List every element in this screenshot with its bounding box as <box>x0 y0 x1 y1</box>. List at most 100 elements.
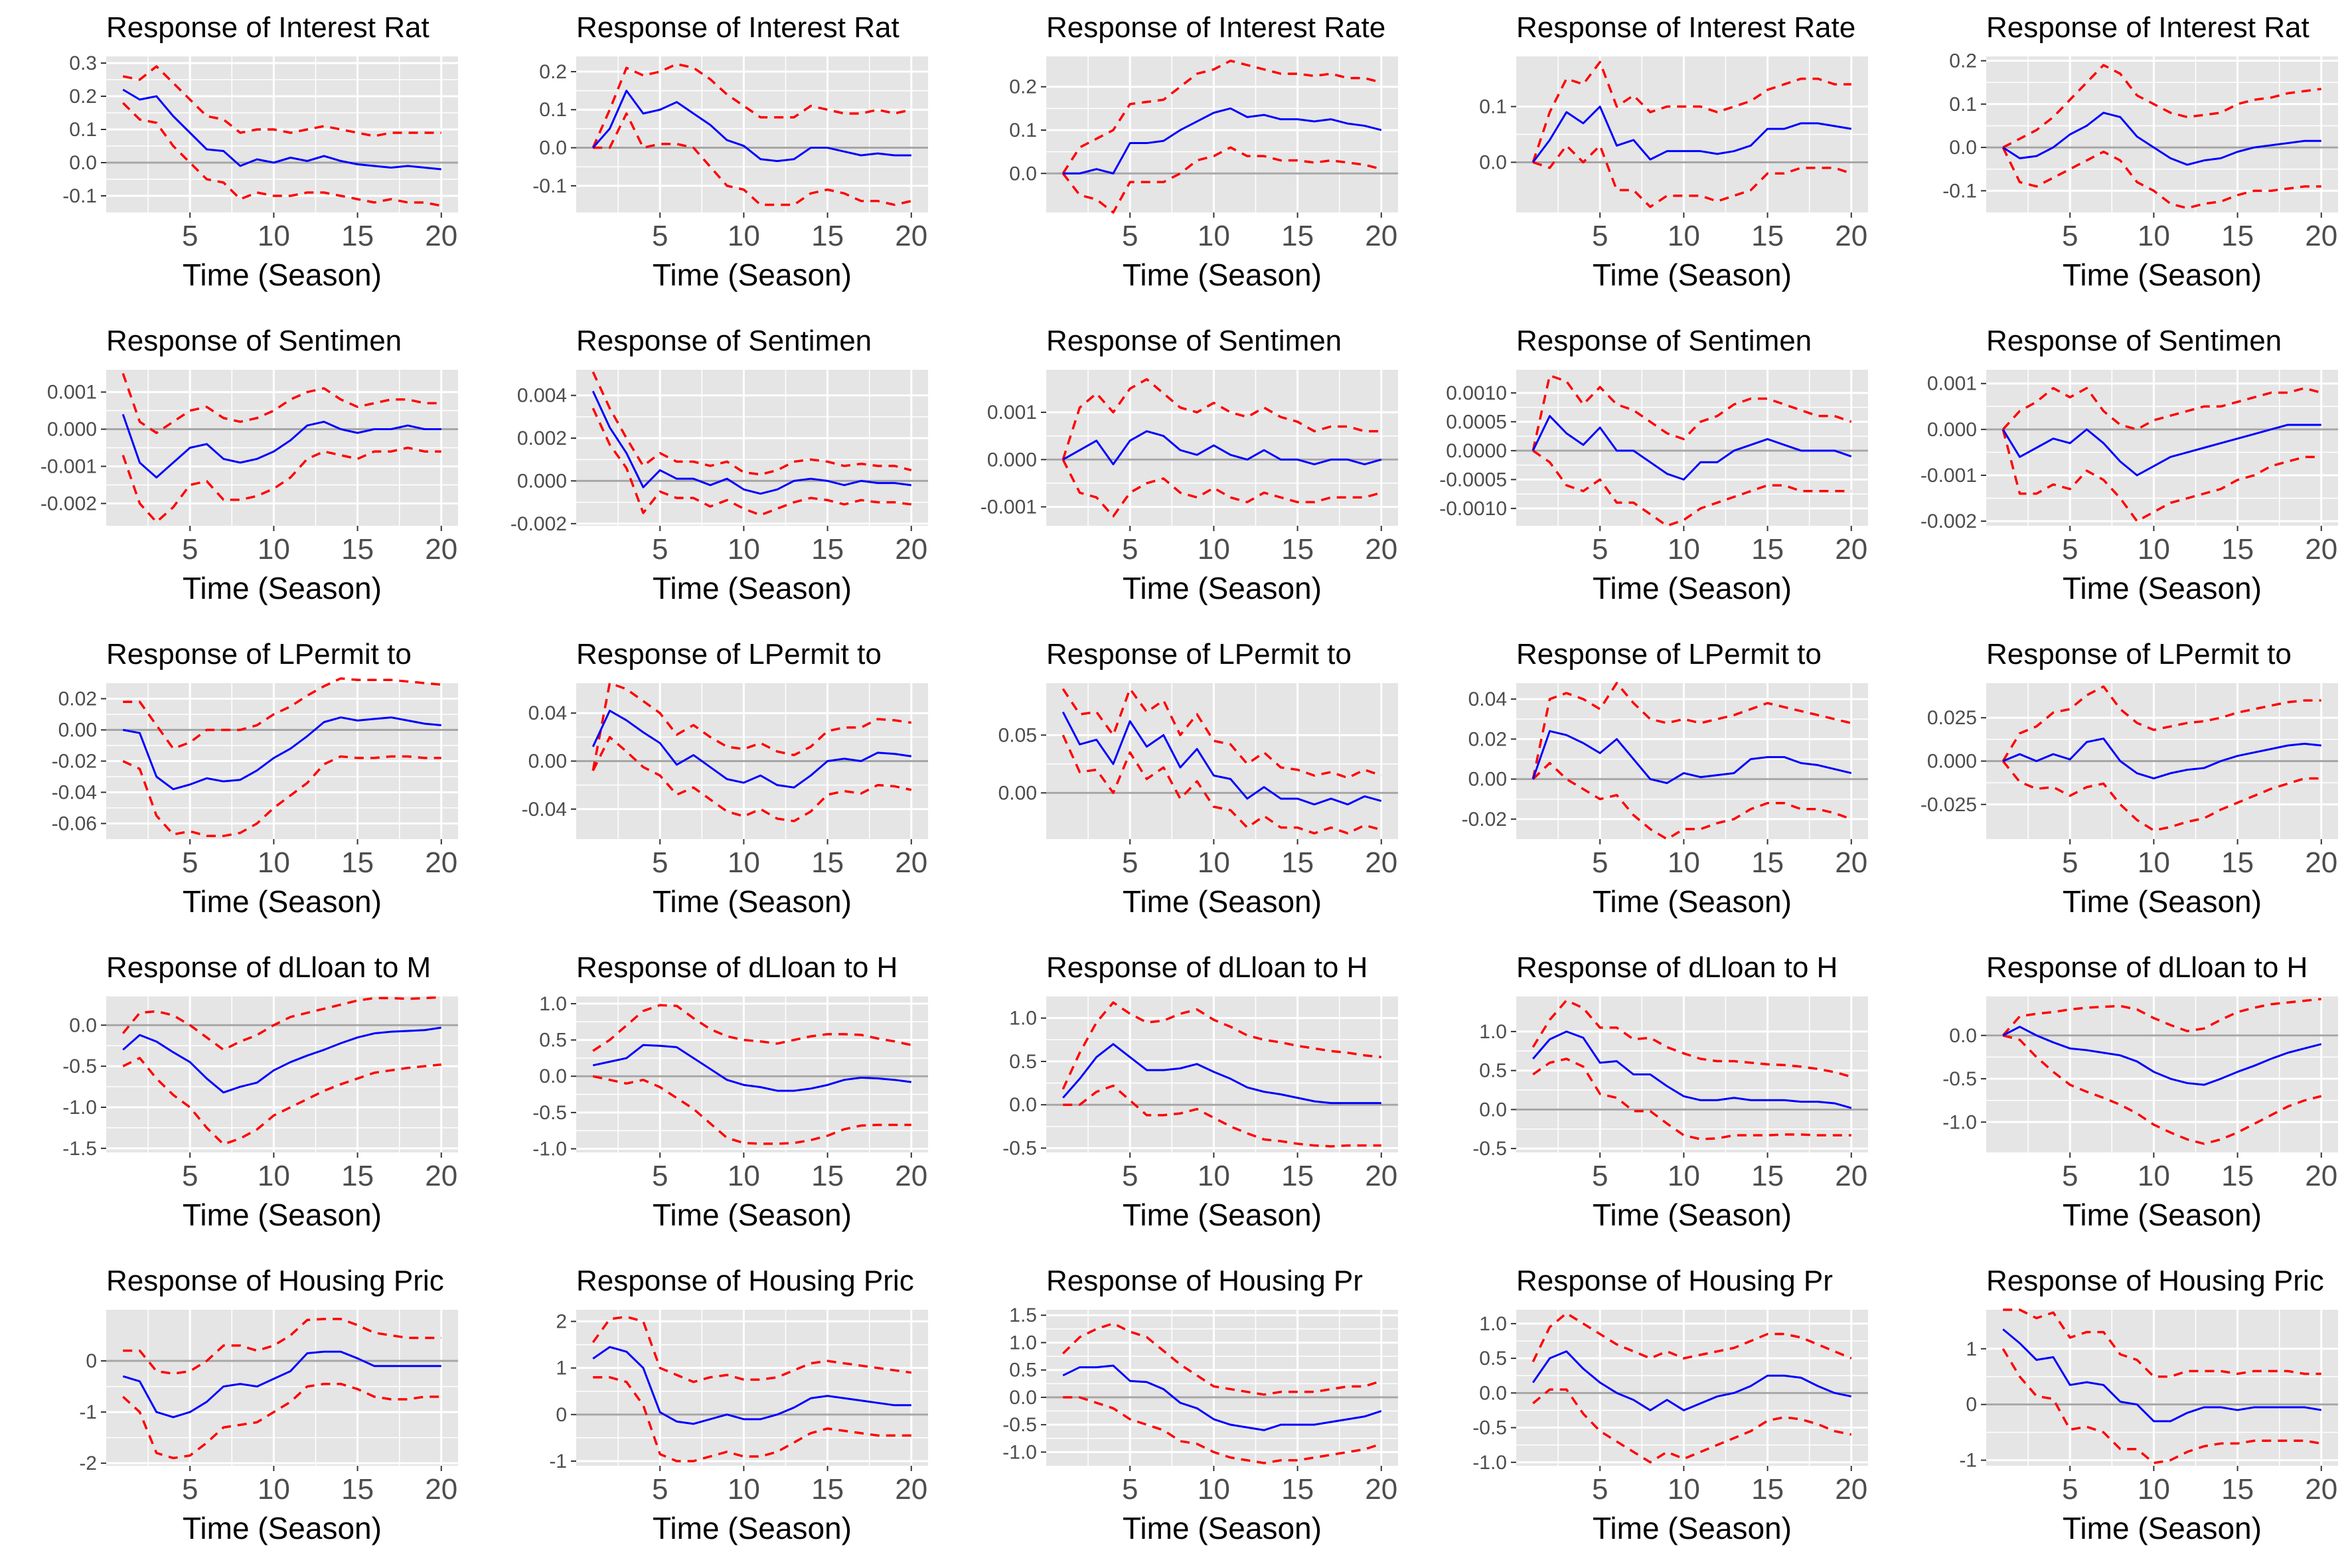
upper-band-line <box>1062 1322 1382 1396</box>
y-tick-label: 0.000 <box>47 419 97 441</box>
panel-title: Response of Housing Pr <box>1046 1265 1363 1297</box>
x-tick-label: 20 <box>895 1473 927 1506</box>
lower-band-line <box>2001 429 2321 522</box>
x-axis-label: Time (Season) <box>653 884 852 919</box>
x-tick-label: 5 <box>652 846 668 879</box>
response-line <box>1062 1043 1381 1105</box>
x-tick-label: 5 <box>2062 1160 2078 1192</box>
y-tick-label: -0.5 <box>1002 1414 1037 1436</box>
x-tick-label: 5 <box>1592 1473 1608 1506</box>
x-axis-label: Time (Season) <box>653 1511 852 1545</box>
irf-panel: Response of Housing Pr -1.0 -0.5 0.0 0.5 1.0 1… <box>940 1253 1410 1567</box>
x-tick-label: 15 <box>1751 533 1784 566</box>
y-tick-label: 0.5 <box>1479 1348 1507 1370</box>
plot-background <box>1046 56 1398 212</box>
x-tick-label: 20 <box>425 533 457 566</box>
y-tick-label: 0.0 <box>69 1014 97 1036</box>
y-tick-label: 0.2 <box>1009 76 1037 98</box>
panel-title: Response of Housing Pric <box>576 1265 914 1297</box>
panel-title: Response of Housing Pric <box>1986 1265 2324 1297</box>
panel-title: Response of Interest Rate <box>1046 11 1385 44</box>
y-tick-label: -0.1 <box>1942 180 1977 202</box>
y-tick-label: -0.5 <box>532 1102 567 1124</box>
x-axis-label: Time (Season) <box>1593 258 1792 292</box>
y-tick-label: 0.04 <box>528 702 567 724</box>
lower-band-line <box>2001 760 2321 832</box>
upper-band-line <box>2001 386 2322 431</box>
y-tick-label: 0.0 <box>69 152 97 174</box>
x-tick-label: 10 <box>1198 846 1230 879</box>
panel-title: Response of Sentimen <box>1516 325 1812 357</box>
response-line <box>1532 1030 1852 1109</box>
x-tick-label: 10 <box>1198 220 1230 252</box>
y-tick-label: -1.0 <box>1942 1111 1977 1133</box>
x-tick-label: 5 <box>1122 846 1138 879</box>
irf-panel: Response of Sentimen -0.0010 -0.0005 0.0000… <box>1410 313 1880 627</box>
upper-band-line <box>1531 374 1852 451</box>
response-line <box>2002 738 2321 780</box>
y-tick-label: -0.06 <box>52 813 97 835</box>
x-axis-label: Time (Season) <box>1593 884 1792 919</box>
x-axis-label: Time (Season) <box>183 258 382 292</box>
irf-chart: Response of Interest Rate 0.0 0.1 0.2 5 10 15 2… <box>1009 11 1398 292</box>
x-tick-label: 15 <box>811 1473 844 1506</box>
lower-band-line <box>592 1075 911 1145</box>
panel-title: Response of Sentimen <box>576 325 872 357</box>
lower-band-line <box>121 446 441 524</box>
y-tick-label: -0.001 <box>40 455 97 477</box>
irf-panel: Response of LPermit to -0.06 -0.04 -0.02 0.0… <box>0 627 470 940</box>
response-line <box>1063 107 1382 175</box>
x-axis-label: Time (Season) <box>1593 1511 1792 1545</box>
x-tick-label: 5 <box>652 1473 668 1506</box>
response-line <box>121 414 441 479</box>
x-axis-label: Time (Season) <box>2063 884 2262 919</box>
x-tick-label: 20 <box>1835 220 1867 252</box>
y-tick-label: 0.001 <box>987 402 1037 424</box>
y-tick-label: 2 <box>556 1311 567 1333</box>
y-tick-label: -0.0010 <box>1439 498 1507 520</box>
x-tick-label: 10 <box>728 1473 760 1506</box>
x-tick-label: 10 <box>1668 846 1700 879</box>
y-tick-label: 0.000 <box>517 470 567 492</box>
irf-panel: Response of Housing Pric -1 0 1 5 10 15 20 Time … <box>1880 1253 2350 1567</box>
lower-band-line <box>1061 146 1382 214</box>
plot-background <box>576 996 928 1152</box>
y-tick-label: 0.5 <box>1009 1051 1037 1073</box>
y-tick-label: 0 <box>1966 1394 1977 1416</box>
x-axis-label: Time (Season) <box>1593 571 1792 605</box>
x-tick-label: 15 <box>1281 533 1314 566</box>
irf-chart: Response of LPermit to -0.06 -0.04 -0.02 0.0… <box>52 638 458 919</box>
x-tick-label: 10 <box>2138 1160 2170 1192</box>
y-tick-label: -1.0 <box>62 1097 97 1119</box>
panel-title: Response of Sentimen <box>1986 325 2282 357</box>
x-tick-label: 15 <box>341 1473 374 1506</box>
x-axis-label: Time (Season) <box>1123 258 1322 292</box>
panel-title: Response of Interest Rat <box>106 11 430 44</box>
irf-panel: Response of dLloan to H -0.5 0.0 0.5 1.0 5 10 1… <box>1410 940 1880 1253</box>
y-tick-label: 0.0 <box>1009 163 1037 185</box>
y-tick-label: 1.0 <box>539 993 567 1015</box>
x-axis-label: Time (Season) <box>1123 1511 1322 1545</box>
y-tick-label: -0.5 <box>1472 1138 1507 1160</box>
upper-band-line <box>1531 682 1852 779</box>
y-tick-label: 0.05 <box>998 724 1037 746</box>
y-tick-label: -0.04 <box>522 799 567 821</box>
y-tick-label: -0.025 <box>1921 794 1977 816</box>
irf-panel: Response of Interest Rat -0.1 0.0 0.1 0.2 0.3… <box>0 0 470 313</box>
x-tick-label: 15 <box>2221 1473 2254 1506</box>
y-tick-label: 0.025 <box>1927 707 1977 729</box>
lower-band-line <box>1061 734 1382 835</box>
y-tick-label: 0.1 <box>1479 96 1507 118</box>
response-line <box>122 716 441 791</box>
x-tick-label: 15 <box>1751 1473 1784 1506</box>
response-line <box>2002 1026 2322 1086</box>
y-tick-label: 0.0000 <box>1446 440 1507 462</box>
x-tick-label: 5 <box>2062 220 2078 252</box>
irf-chart: Response of dLloan to M -1.5 -1.0 -0.5 0.0 5 1… <box>62 951 458 1232</box>
irf-chart: Response of LPermit to -0.02 0.00 0.02 0.04 5… <box>1462 638 1868 919</box>
x-tick-label: 10 <box>1668 220 1700 252</box>
panel-title: Response of LPermit to <box>1516 638 1822 670</box>
upper-band-line <box>1061 1001 1381 1090</box>
y-tick-label: 0.04 <box>1468 688 1507 710</box>
